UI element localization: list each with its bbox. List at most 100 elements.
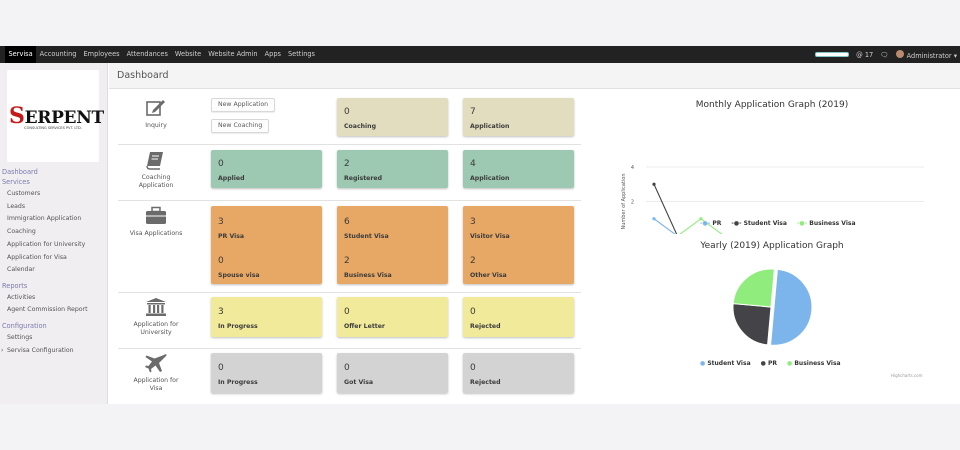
app-window: Servisa Accounting Employees Attendances… — [0, 46, 960, 404]
row-label-line: Application for — [133, 321, 179, 328]
sidebar-services-head: Services — [2, 178, 30, 186]
sidebar-item-coaching[interactable]: Coaching — [7, 228, 36, 235]
tile-coaching-applied[interactable]: 0 Applied — [211, 150, 322, 188]
tile-count-secondary: 0 — [218, 256, 224, 266]
sidebar-dashboard[interactable]: Dashboard — [2, 168, 38, 176]
sidebar-item-leads[interactable]: Leads — [7, 203, 26, 210]
legend-item-pr[interactable]: ● PR — [760, 360, 777, 367]
menu-employees[interactable]: Employees — [83, 50, 120, 58]
menu-attendances[interactable]: Attendances — [126, 50, 168, 58]
tile-inquiry-application[interactable]: 7 Application — [463, 98, 574, 136]
top-navbar: Servisa Accounting Employees Attendances… — [0, 46, 960, 63]
menu-apps[interactable]: Apps — [264, 50, 281, 58]
row-label-line: Visa — [149, 384, 163, 392]
tile-count: 7 — [470, 107, 476, 117]
tile-inquiry-coaching[interactable]: 0 Coaching — [337, 98, 448, 136]
tile-count: 0 — [470, 363, 476, 373]
tile-visa-got-visa[interactable]: 0 Got Visa — [337, 353, 448, 393]
tile-coaching-registered[interactable]: 2 Registered — [337, 150, 448, 188]
series-line-business-visa — [679, 218, 723, 234]
sidebar-item-application-university[interactable]: Application for University — [7, 241, 86, 248]
monthly-chart-title: Monthly Application Graph (2019) — [695, 100, 849, 110]
monthly-line-chart: 024JanFebMarAprMayJunJulAugSepOctNovDecM… — [621, 165, 924, 234]
company-logo[interactable]: SERPENT CONSULTING SERVICES PVT. LTD. — [7, 70, 104, 162]
tile-visa-student[interactable]: 6 Student Visa 2 Business Visa — [337, 206, 448, 284]
sidebar-item-agent-commission[interactable]: Agent Commission Report — [7, 306, 88, 313]
chevron-right-icon: › — [1, 347, 4, 354]
tile-label: Rejected — [470, 379, 501, 386]
briefcase-icon — [146, 206, 166, 224]
menu-settings[interactable]: Settings — [287, 50, 315, 58]
tile-count: 0 — [470, 307, 476, 317]
row-label-line: University — [140, 328, 172, 336]
sidebar-item-application-visa[interactable]: Application for Visa — [7, 254, 67, 261]
legend-item-pr[interactable]: -●- PR — [700, 220, 722, 227]
page-title: Dashboard — [109, 63, 960, 89]
avatar — [895, 49, 904, 58]
row-label-application-visa: Application for Visa — [111, 377, 201, 392]
legend-label: Student Visa — [743, 220, 787, 227]
sidebar-item-immigration-application[interactable]: Immigration Application — [7, 215, 82, 222]
tile-count: 4 — [470, 159, 476, 169]
tile-visa-pr[interactable]: 3 PR Visa 0 Spouse visa — [211, 206, 322, 284]
sidebar-reports-head: Reports — [2, 282, 28, 290]
tile-coaching-application[interactable]: 4 Application — [463, 150, 574, 188]
legend-item-student-visa[interactable]: -●- Student Visa — [731, 220, 787, 227]
tile-label: Rejected — [470, 323, 501, 330]
row-divider — [118, 144, 581, 145]
tile-label: Coaching — [344, 123, 376, 130]
tile-visa-in-progress[interactable]: 0 In Progress — [211, 353, 322, 393]
tile-count: 3 — [218, 217, 224, 227]
menu-accounting[interactable]: Accounting — [39, 50, 77, 58]
tile-count: 0 — [344, 107, 350, 117]
chart-credit[interactable]: Highcharts.com — [891, 373, 923, 378]
messages-icon[interactable]: 🗨 — [880, 50, 889, 59]
row-label-line: Application for — [133, 377, 179, 384]
university-icon — [146, 298, 166, 316]
tile-label-secondary: Spouse visa — [218, 272, 260, 279]
tile-label: Application — [470, 123, 510, 130]
row-label-visa-applications: Visa Applications — [129, 230, 183, 237]
sidebar-item-label: Servisa Configuration — [7, 347, 74, 354]
sidebar-item-activities[interactable]: Activities — [7, 294, 36, 301]
tile-label: Applied — [218, 175, 245, 182]
legend-item-business-visa[interactable]: -●- Business Visa — [796, 220, 856, 227]
row-divider — [118, 292, 581, 293]
tile-count: 3 — [470, 217, 476, 227]
sidebar-configuration-head: Configuration — [2, 322, 47, 330]
user-menu[interactable]: Administrator ▾ — [895, 49, 957, 60]
menu-website[interactable]: Website — [174, 50, 202, 58]
tile-count: 0 — [218, 363, 224, 373]
menu-website-admin[interactable]: Website Admin — [208, 50, 258, 58]
tile-label-secondary: Other Visa — [470, 272, 507, 279]
row-label-line: Coaching — [141, 174, 171, 181]
chat-indicator[interactable]: @ 17 — [856, 51, 873, 59]
tile-university-offer-letter[interactable]: 0 Offer Letter — [337, 297, 448, 337]
at-icon: @ — [856, 50, 863, 59]
new-application-button[interactable]: New Application — [211, 98, 276, 112]
tile-visa-visitor[interactable]: 3 Visitor Visa 2 Other Visa — [463, 206, 574, 284]
menu-servisa[interactable]: Servisa — [5, 46, 37, 63]
tile-count: 2 — [344, 159, 350, 169]
tile-label: Registered — [344, 175, 383, 182]
tile-label: PR Visa — [218, 233, 245, 240]
row-label-inquiry: Inquiry — [145, 122, 167, 129]
tile-label: In Progress — [218, 323, 258, 330]
pie-slice-pr — [732, 303, 772, 346]
tile-university-rejected[interactable]: 0 Rejected — [463, 297, 574, 337]
page-title-text: Dashboard — [117, 70, 169, 81]
data-point — [652, 217, 656, 221]
tile-university-in-progress[interactable]: 3 In Progress — [211, 297, 322, 337]
y-axis-title: Number of Application — [621, 173, 627, 229]
sidebar-item-customers[interactable]: Customers — [7, 190, 41, 197]
row-label-application-university: Application for University — [111, 321, 201, 336]
sidebar-item-settings[interactable]: Settings — [7, 334, 33, 341]
row-label-line: Application — [138, 181, 174, 189]
data-point — [652, 182, 656, 186]
sidebar-item-calendar[interactable]: Calendar — [7, 266, 35, 273]
new-coaching-button[interactable]: New Coaching — [211, 119, 270, 133]
tile-visa-rejected[interactable]: 0 Rejected — [463, 353, 574, 393]
legend-item-student-visa[interactable]: ● Student Visa — [700, 360, 751, 367]
sidebar-item-servisa-configuration[interactable]: › Servisa Configuration — [1, 347, 74, 354]
legend-item-business-visa[interactable]: ● Business Visa — [787, 360, 841, 367]
